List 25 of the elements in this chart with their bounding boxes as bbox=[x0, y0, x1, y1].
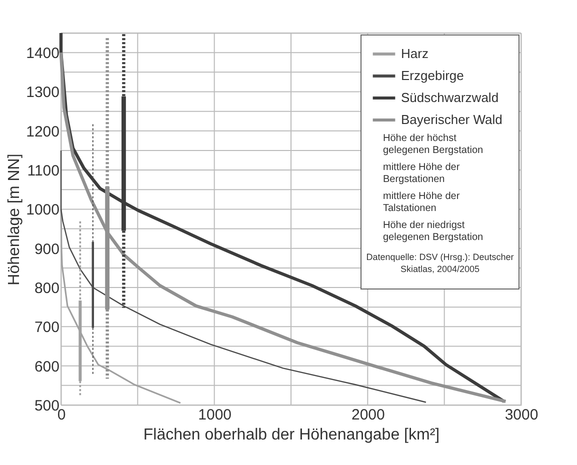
y-tick-label: 1200 bbox=[26, 123, 60, 140]
y-tick-label: 800 bbox=[34, 280, 60, 298]
annotation: mittlere Höhe der Bergstationen bbox=[383, 162, 460, 185]
y-tick-label: 500 bbox=[34, 398, 60, 414]
line-series bbox=[60, 208, 182, 404]
legend-label: Erzgebirge bbox=[401, 68, 464, 83]
y-tick-label: 900 bbox=[34, 240, 60, 258]
annotation: Höhe der niedrigst gelegenen Bergstation bbox=[383, 220, 484, 243]
annotation: Datenquelle: DSV (Hrsg.): Deutscher Skiatlas, 2004/2005 bbox=[366, 252, 514, 274]
legend-label: Harz bbox=[401, 46, 428, 61]
y-tick-label: 600 bbox=[34, 358, 60, 376]
y-tick-label: 1400 bbox=[26, 45, 60, 62]
y-tick-label: 700 bbox=[34, 319, 60, 336]
x-tick-label: 3000 bbox=[504, 406, 538, 424]
y-tick-label: 1100 bbox=[27, 162, 60, 180]
legend-label: Südschwarzwald bbox=[401, 90, 499, 105]
x-axis-title: Flächen oberhalb der Höhenangabe [km²] bbox=[143, 426, 440, 444]
annotation: mittlere Höhe der Talstationen bbox=[383, 191, 460, 214]
annotation: Höhe der höchst gelegenen Bergstation bbox=[383, 133, 484, 156]
legend-label: Bayerischer Wald bbox=[401, 112, 502, 127]
y-tick-label: 1300 bbox=[26, 84, 60, 102]
x-tick-label: 1000 bbox=[198, 406, 232, 424]
y-tick-label: 1000 bbox=[26, 202, 60, 219]
x-tick-label: 2000 bbox=[351, 406, 385, 424]
y-axis-title: Höhenlage [m NN] bbox=[6, 154, 24, 286]
